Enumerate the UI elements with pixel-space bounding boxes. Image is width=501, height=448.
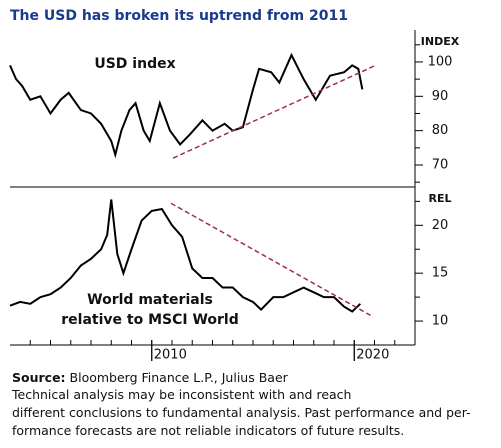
chart-title: The USD has broken its uptrend from 2011	[10, 8, 348, 24]
y-tick-label: 100	[428, 54, 453, 69]
source-text: Bloomberg Finance L.P., Julius Baer	[69, 370, 288, 385]
chart: The USD has broken its uptrend from 2011…	[9, 8, 460, 363]
x-tick-label: 2020	[356, 348, 389, 363]
series-label: relative to MSCI World	[61, 312, 238, 328]
y-axis-label: INDEX	[421, 35, 460, 48]
trend-line	[172, 64, 376, 159]
x-tick-label: 2010	[154, 348, 187, 363]
note: Technical analysis may be inconsistent w…	[12, 387, 352, 402]
trend-line	[170, 202, 371, 316]
y-tick-label: 20	[432, 218, 449, 233]
y-axis-label: REL	[429, 192, 452, 205]
series-line	[9, 52, 364, 159]
source: Source: Bloomberg Finance L.P., Julius B…	[12, 370, 288, 385]
note: different conclusions to fundamental ana…	[12, 405, 471, 420]
series-line	[9, 199, 362, 313]
source-label: Source:	[12, 370, 66, 385]
series-label: World materials	[87, 292, 213, 308]
series-label: USD index	[94, 56, 175, 72]
y-tick-label: 15	[432, 266, 449, 281]
y-tick-label: 70	[432, 158, 449, 173]
y-tick-label: 10	[432, 314, 449, 329]
y-tick-label: 90	[432, 89, 449, 104]
y-tick-label: 80	[432, 123, 449, 138]
note: formance forecasts are not reliable indi…	[12, 423, 405, 438]
